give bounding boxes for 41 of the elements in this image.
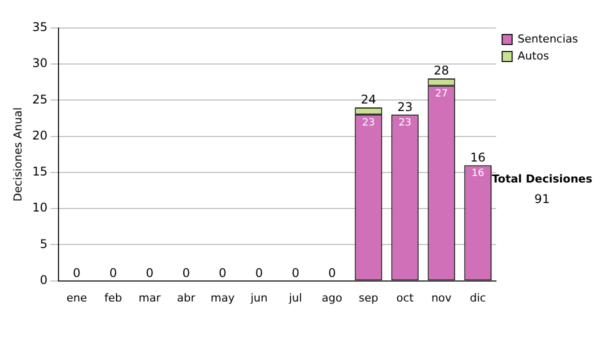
total-label: 0 <box>328 266 336 280</box>
y-tick-label: 5 <box>40 236 48 251</box>
y-tick-label: 15 <box>32 164 48 179</box>
legend-label: Autos <box>518 49 550 62</box>
total-label: 16 <box>470 150 486 164</box>
total-label: 0 <box>109 266 117 280</box>
x-tick-label: ago <box>322 291 343 304</box>
data-label: 23 <box>398 117 412 128</box>
x-tick-label: dic <box>470 291 486 304</box>
x-tick-label: jul <box>288 291 302 304</box>
x-tick-label: may <box>210 291 236 304</box>
x-tick-label: sep <box>358 291 378 304</box>
total-label: 28 <box>434 64 450 78</box>
text: 91 <box>534 192 550 206</box>
x-tick-label: ene <box>66 291 88 304</box>
y-tick-label: 10 <box>32 200 48 215</box>
data-label: 23 <box>362 117 375 128</box>
y-tick-label: 0 <box>40 272 48 287</box>
y-tick-label: 25 <box>32 92 48 106</box>
total-label: 0 <box>255 266 263 280</box>
data-label: 27 <box>435 88 448 100</box>
total-label: 23 <box>397 100 413 114</box>
total-label: 0 <box>218 266 226 280</box>
y-tick-label: 35 <box>32 20 48 34</box>
data-label: 16 <box>472 168 484 179</box>
x-tick-label: feb <box>104 291 122 304</box>
x-tick-label: abr <box>177 291 196 304</box>
x-tick-label: jun <box>250 291 268 304</box>
annotation: Total Decisiones <box>492 172 593 186</box>
total-label: 0 <box>292 266 300 280</box>
y-tick-label: 30 <box>32 56 48 70</box>
legend-label: Sentencias <box>518 32 578 46</box>
y-tick-label: 20 <box>32 128 48 142</box>
x-tick-label: mar <box>138 291 162 304</box>
total-label: 0 <box>72 266 81 280</box>
total-label: 0 <box>182 266 190 280</box>
total-label: 0 <box>146 266 154 280</box>
x-tick-label: nov <box>431 291 452 304</box>
x-tick-label: oct <box>396 291 414 304</box>
total-label: 24 <box>360 92 376 107</box>
y-axis-title: Decisiones Anual <box>11 107 24 202</box>
